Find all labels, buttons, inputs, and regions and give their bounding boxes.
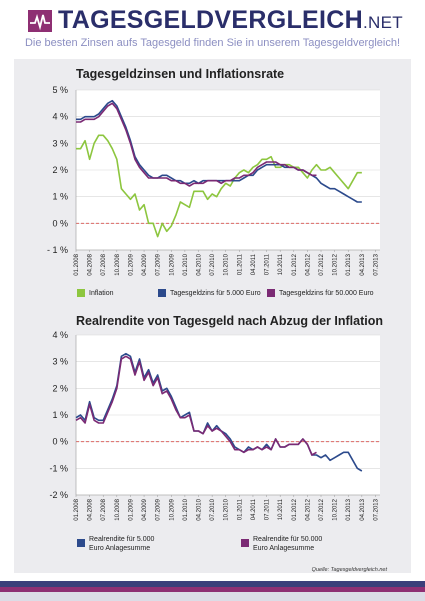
legend1-label-5000: Tagesgeldzins für 5.000 Euro	[170, 290, 261, 297]
legend2-label-50000: Realrendite für 50.000 Euro Anlagesumme	[253, 536, 323, 552]
chart2-x-tick-label: 04.2009	[142, 498, 148, 520]
chart2: 4 % 3 % 2 % 1 % 0 % -1 % -2 % 01.2008 04.2008 07.…	[49, 330, 380, 521]
chart2-x-tick-label: 10.2009	[169, 498, 175, 520]
footer-stripe-navy	[0, 581, 425, 587]
chart2-y-tick-label: -2 %	[49, 490, 68, 500]
chart2-x-tick-label: 04.2013	[360, 498, 366, 520]
chart2-y-tick-label: 3 %	[52, 357, 68, 367]
chart2-x-tick-label: 07.2012	[319, 498, 325, 520]
chart1-y-tick-label: 0 %	[52, 218, 68, 228]
chart2-x-tick-label: 07.2013	[373, 498, 379, 520]
chart1-x-tick-label: 10.2009	[169, 253, 175, 275]
legend2-swatch-5000	[77, 539, 85, 547]
chart1-x-tick-label: 04.2009	[142, 253, 148, 275]
chart1-y-tick-label: 2 %	[52, 165, 68, 175]
chart2-x-tick-label: 10.2008	[115, 498, 121, 520]
chart1-x-tick-label: 07.2011	[265, 253, 271, 275]
chart1-x-tick-label: 10.2012	[333, 253, 339, 275]
chart2-y-tick-label: 2 %	[52, 383, 68, 393]
chart2-x-tick-label: 01.2013	[346, 498, 352, 520]
legend1-swatch-inflation	[77, 289, 85, 297]
chart1-x-tick-label: 01.2008	[74, 253, 80, 275]
legend1-swatch-50000	[267, 289, 275, 297]
tagline: Die besten Zinsen aufs Tagesgeld finden …	[24, 37, 401, 49]
chart2-x-tick-label: 01.2011	[237, 498, 243, 520]
chart2-series-0-line	[75, 352, 363, 472]
chart2-x-tick-label: 10.2011	[278, 498, 284, 520]
chart1: 5 % 4 % 3 % 2 % 1 % 0 % - 1 % 01.2008 04.2008 07.…	[47, 85, 380, 276]
chart2-x-tick-label: 01.2008	[74, 498, 80, 520]
chart2-x-tick-label: 01.2012	[292, 498, 298, 520]
chart1-x-tick-label: 04.2008	[88, 253, 94, 275]
logo-suffix: .NET	[362, 13, 403, 32]
chart1-x-tick-label: 04.2012	[305, 253, 311, 275]
chart2-x-tick-label: 07.2009	[156, 498, 162, 520]
legend1-label-50000: Tagesgeldzins für 50.000 Euro	[279, 290, 374, 297]
chart2-y-tick-label: 0 %	[52, 437, 68, 447]
chart1-x-tick-label: 01.2013	[346, 253, 352, 275]
chart1-x-tick-label: 01.2009	[128, 253, 134, 275]
logo-main: TAGESGELDVERGLEICH	[58, 6, 363, 34]
chart1-x-tick-label: 10.2011	[278, 253, 284, 275]
chart1-series-0-line	[76, 134, 362, 238]
chart1-y-tick-label: 3 %	[52, 138, 68, 148]
chart1-x-tick-label: 04.2013	[360, 253, 366, 275]
chart2-title: Realrendite von Tagesgeld nach Abzug der…	[76, 314, 383, 328]
logo-text: TAGESGELDVERGLEICH.NET	[58, 6, 403, 35]
chart1-x-tick-label: 07.2010	[210, 253, 216, 275]
chart2-x-tick-label: 10.2012	[333, 498, 339, 520]
chart1-y-tick-label: 4 %	[52, 112, 68, 122]
chart1-x-tick-label: 04.2011	[251, 253, 257, 275]
chart2-x-tick-label: 04.2010	[197, 498, 203, 520]
chart2-x-tick-label: 04.2008	[88, 498, 94, 520]
chart2-series-1-line	[75, 355, 317, 456]
legend1-swatch-5000	[158, 289, 166, 297]
chart2-x-tick-label: 07.2010	[210, 498, 216, 520]
chart1-x-tick-label: 10.2008	[115, 253, 121, 275]
chart1-x-tick-label: 07.2009	[156, 253, 162, 275]
chart1-y-tick-label: 5 %	[52, 85, 68, 95]
chart1-x-tick-label: 07.2008	[101, 253, 107, 275]
chart2-x-tick-label: 04.2012	[305, 498, 311, 520]
chart1-y-tick-label: - 1 %	[47, 245, 68, 255]
chart1-x-tick-label: 01.2011	[237, 253, 243, 275]
chart1-x-tick-label: 10.2010	[224, 253, 230, 275]
header: TAGESGELDVERGLEICH.NET Die besten Zinsen…	[0, 0, 425, 58]
chart1-x-tick-label: 01.2012	[292, 253, 298, 275]
chart2-x-tick-label: 07.2008	[101, 498, 107, 520]
chart2-x-tick-label: 01.2009	[128, 498, 134, 520]
source-note: Quelle: Tagesgeldvergleich.net	[311, 567, 387, 573]
heartbeat-logo-icon	[28, 10, 52, 32]
chart1-series-1-line	[76, 99, 362, 203]
footer-stripe-grey	[0, 592, 425, 601]
chart1-x-tick-label: 07.2013	[373, 253, 379, 275]
legend2-swatch-50000	[241, 539, 249, 547]
chart1-y-tick-label: 1 %	[52, 192, 68, 202]
chart2-y-tick-label: 4 %	[52, 330, 68, 340]
chart2-x-tick-label: 07.2011	[265, 498, 271, 520]
chart2-y-tick-label: -1 %	[49, 463, 68, 473]
chart2-x-tick-label: 10.2010	[224, 498, 230, 520]
chart2-x-tick-label: 01.2010	[183, 498, 189, 520]
chart2-y-tick-label: 1 %	[52, 410, 68, 420]
chart1-x-tick-label: 07.2012	[319, 253, 325, 275]
chart1-x-tick-label: 04.2010	[197, 253, 203, 275]
legend2-label-5000: Realrendite für 5.000 Euro Anlagesumme	[89, 536, 155, 552]
chart2-x-tick-label: 04.2011	[251, 498, 257, 520]
chart1-x-tick-label: 01.2010	[183, 253, 189, 275]
chart1-title: Tagesgeldzinsen und Inflationsrate	[76, 67, 285, 81]
chart1-series-2-line	[76, 102, 317, 187]
footer-stripe-purple	[0, 587, 425, 592]
legend1-label-inflation: Inflation	[89, 290, 114, 297]
